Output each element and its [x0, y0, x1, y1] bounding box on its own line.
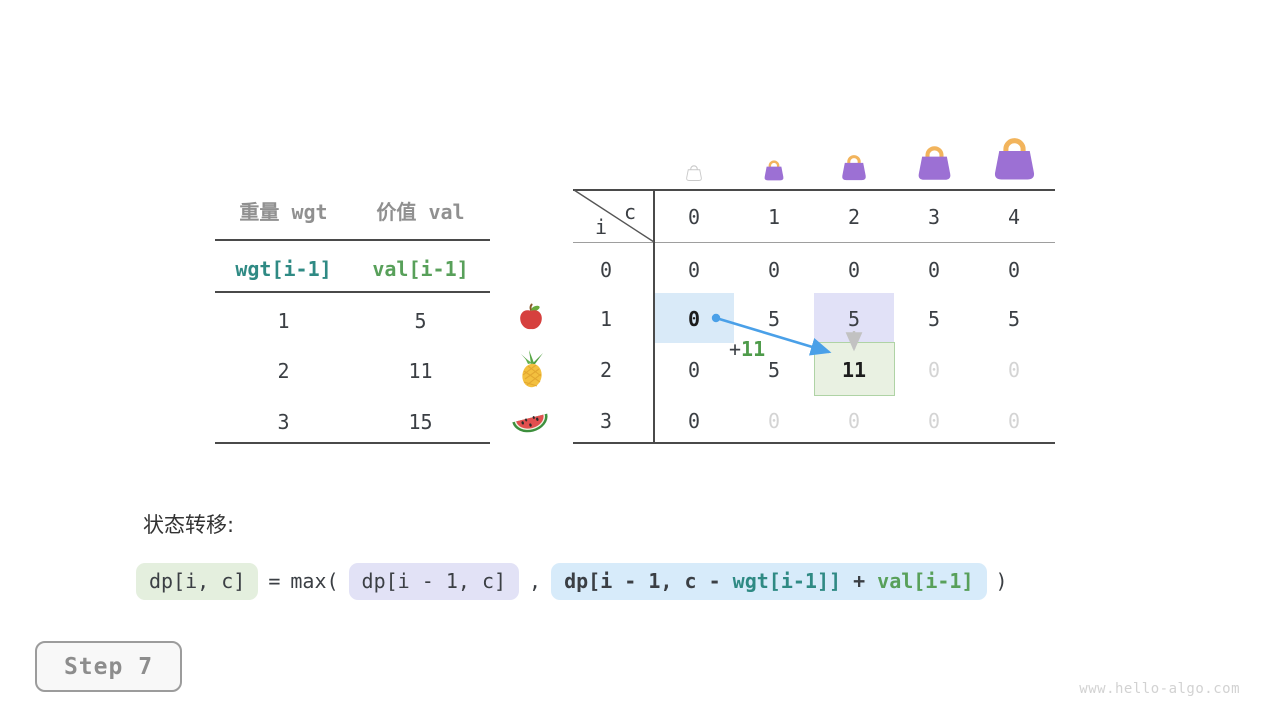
dp-cell: 0 — [1007, 358, 1021, 382]
dp-col-header: 4 — [1007, 205, 1021, 229]
dp-row-header: 1 — [599, 307, 613, 331]
dp-cell: 5 — [1007, 307, 1021, 331]
item-value: 15 — [408, 410, 433, 434]
bag-icon-1 — [761, 158, 787, 181]
dp-col-header: 0 — [687, 205, 701, 229]
dp-cell: 5 — [927, 307, 941, 331]
dp-row-header: 3 — [599, 409, 613, 433]
dp-row-header: 0 — [599, 258, 613, 282]
plus-sign: + — [729, 337, 742, 361]
items-index-val: val[i-1] — [372, 257, 469, 281]
dp-cell: 0 — [927, 358, 941, 382]
bag-icon-2 — [838, 152, 870, 181]
dp-cell: 0 — [1007, 409, 1021, 433]
dp-cell: 0 — [927, 409, 941, 433]
dp-cell: 0 — [927, 258, 941, 282]
state-transition-formula: dp[i, c] = max( dp[i - 1, c] , dp[i - 1,… — [136, 562, 1008, 600]
bag-icon-empty — [684, 163, 704, 181]
watermelon-icon — [509, 405, 551, 437]
items-table-rule-bottom — [215, 442, 490, 444]
dp-corner-row-var: i — [594, 215, 608, 239]
items-table-rule-mid — [215, 291, 490, 293]
dp-table-rule-top — [573, 189, 1055, 191]
watermark: www.hello-algo.com — [1079, 681, 1240, 697]
dp-cell: 5 — [767, 307, 781, 331]
dp-table-rule-header — [573, 242, 1055, 243]
formula-arg2: dp[i - 1, c - wgt[i-1]] + val[i-1] — [551, 562, 987, 600]
items-index-wgt: wgt[i-1] — [235, 257, 332, 281]
bag-icon-4 — [988, 133, 1041, 181]
transition-annotation: +11 — [729, 337, 765, 361]
formula-close-paren: ) — [995, 569, 1008, 593]
dp-cell: 5 — [847, 307, 861, 331]
dp-cell: 0 — [847, 409, 861, 433]
dp-cell: 0 — [1007, 258, 1021, 282]
items-table-rule-top — [215, 239, 490, 241]
dp-cell: 0 — [687, 258, 701, 282]
apple-icon — [517, 303, 545, 331]
item-weight: 1 — [277, 309, 290, 333]
formula-arg2-part: val[i-1] — [877, 568, 974, 593]
dp-table-rule-vertical — [653, 189, 655, 444]
formula-equals: = — [268, 569, 281, 593]
formula-comma: , — [529, 569, 542, 593]
dp-cell: 0 — [847, 258, 861, 282]
bag-icon-3 — [913, 142, 956, 181]
formula-lhs: dp[i, c] — [136, 562, 259, 600]
formula-max-open: max( — [290, 569, 339, 593]
item-value: 11 — [408, 359, 433, 383]
formula-arg2-part: wgt[i-1]] — [732, 568, 842, 593]
dp-cell: 0 — [767, 409, 781, 433]
items-col-header-weight: 重量 wgt — [239, 200, 328, 224]
dp-cell: 0 — [687, 358, 701, 382]
dp-col-header: 3 — [927, 205, 941, 229]
formula-arg1: dp[i - 1, c] — [348, 562, 520, 600]
dp-cell: 0 — [767, 258, 781, 282]
state-transition-label: 状态转移: — [143, 513, 235, 537]
dp-cell: 0 — [687, 409, 701, 433]
dp-corner-col-var: c — [623, 200, 637, 224]
items-col-header-value: 价值 val — [376, 200, 465, 224]
dp-cell: 5 — [767, 358, 781, 382]
step-badge: Step 7 — [35, 641, 182, 692]
dp-cell: 0 — [687, 307, 701, 331]
dp-cell: 11 — [841, 358, 867, 382]
item-value: 5 — [414, 309, 427, 333]
added-value: 11 — [741, 337, 766, 361]
item-weight: 3 — [277, 410, 290, 434]
dp-row-header: 2 — [599, 358, 613, 382]
pineapple-icon — [515, 349, 549, 389]
item-weight: 2 — [277, 359, 290, 383]
formula-arg2-part: dp[i - 1, c - — [564, 568, 733, 593]
dp-table-rule-bottom — [573, 442, 1055, 444]
dp-col-header: 1 — [767, 205, 781, 229]
formula-arg2-part: + — [841, 568, 878, 593]
dp-col-header: 2 — [847, 205, 861, 229]
